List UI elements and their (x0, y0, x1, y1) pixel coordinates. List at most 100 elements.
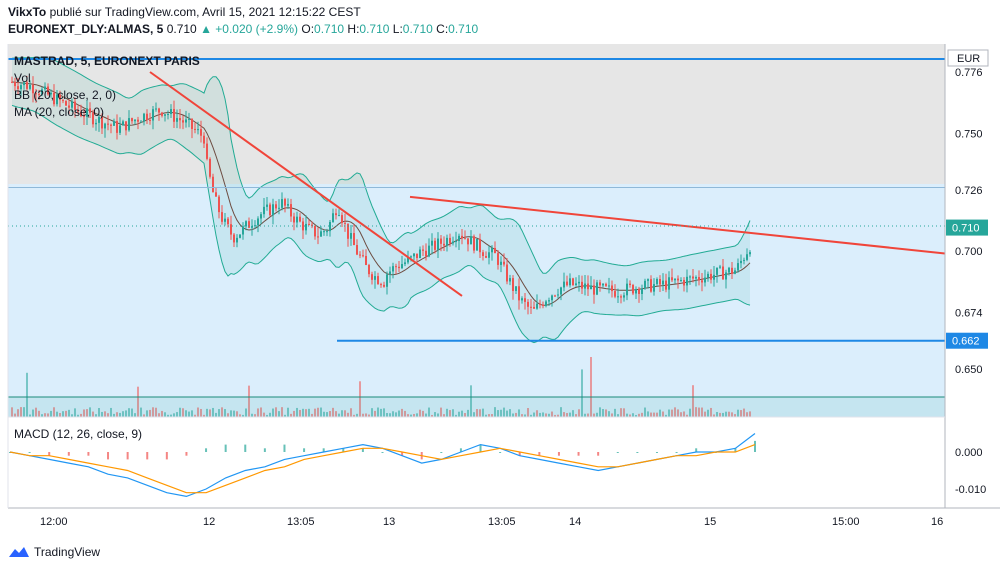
volume-bar (170, 414, 172, 417)
candle-body (578, 281, 580, 284)
candle-body (575, 283, 577, 285)
candle-body (356, 245, 358, 255)
volume-bar (617, 414, 619, 417)
macd-histogram-bar (185, 452, 188, 456)
candle-body (23, 82, 25, 86)
candle-body (503, 261, 505, 265)
volume-bar (359, 381, 361, 417)
candle-body (470, 236, 472, 245)
candle-body (419, 249, 421, 259)
open-value: 0.710 (314, 22, 345, 36)
candle-body (731, 267, 733, 274)
volume-bar (635, 414, 637, 417)
volume-bar (689, 408, 691, 417)
candle-body (404, 262, 406, 265)
volume-bar (614, 408, 616, 417)
price-axis[interactable]: 0.776 0.750 0.726 0.700 0.674 0.650 (955, 67, 983, 376)
candle-body (134, 119, 136, 122)
candle-body (623, 295, 625, 298)
candle-body (584, 283, 586, 289)
volume-bar (524, 414, 526, 417)
volume-bar (740, 410, 742, 417)
candle-body (335, 213, 337, 216)
candle-body (587, 283, 589, 290)
candle-body (251, 226, 253, 228)
volume-bar (506, 410, 508, 417)
volume-bar (458, 411, 460, 417)
candle-body (344, 222, 346, 224)
candle-body (98, 116, 100, 123)
candle-body (620, 296, 622, 298)
macd-histogram-bar (636, 452, 639, 453)
candle-body (365, 255, 367, 265)
volume-bar (659, 409, 661, 417)
volume-bar (629, 414, 631, 417)
volume-bar (449, 410, 451, 417)
volume-bar (338, 413, 340, 417)
candle-body (554, 295, 556, 297)
candle-body (530, 306, 532, 308)
macd-line (9, 433, 756, 498)
candle-body (446, 237, 448, 246)
candle-body (605, 283, 607, 286)
volume-bar (743, 408, 745, 417)
author-name[interactable]: VikxTo (8, 5, 47, 19)
macd-histogram-bar (107, 452, 110, 460)
candle-body (80, 111, 82, 117)
macd-histogram-bar (675, 452, 678, 453)
candle-body (308, 223, 310, 225)
volume-bar (641, 412, 643, 417)
macd-histogram-bar (165, 452, 168, 460)
price-pane[interactable] (8, 44, 946, 417)
candle-body (17, 86, 19, 90)
volume-bar (323, 411, 325, 417)
volume-bar (632, 413, 634, 417)
legend-ma[interactable]: MA (20, close, 0) (14, 105, 104, 119)
volume-bar (509, 409, 511, 417)
candle-body (320, 231, 322, 237)
volume-bar (224, 409, 226, 417)
volume-bar (365, 413, 367, 417)
volume-bar (233, 410, 235, 417)
volume-bar (281, 407, 283, 417)
macd-histogram-bar (597, 452, 600, 456)
volume-bar (383, 408, 385, 417)
time-tick-label: 12:00 (40, 516, 68, 528)
bb-lower (11, 104, 751, 344)
candle-body (56, 94, 58, 105)
currency-box[interactable] (947, 49, 989, 67)
volume-bar (248, 385, 250, 417)
candle-body (152, 109, 154, 121)
time-tick-label: 15 (704, 516, 716, 528)
candle-body (185, 119, 187, 123)
candle-body (536, 303, 538, 309)
candle-body (182, 120, 184, 123)
candle-body (233, 234, 235, 243)
candle-body (428, 245, 430, 257)
volume-bar (596, 412, 598, 417)
volume-bar (428, 407, 430, 417)
volume-bar (101, 411, 103, 417)
candle-body (257, 218, 259, 226)
macd-pane[interactable] (9, 433, 756, 498)
footer-brand[interactable]: TradingView (34, 545, 101, 559)
volume-bar (500, 409, 502, 417)
candle-body (50, 92, 52, 95)
volume-bar (35, 407, 37, 417)
legend-bb[interactable]: BB (20, close, 2, 0) (14, 88, 116, 102)
volume-bar (269, 412, 271, 417)
candle-body (743, 259, 745, 261)
legend-macd[interactable]: MACD (12, 26, close, 9) (14, 427, 142, 441)
volume-bar (443, 414, 445, 417)
volume-bar (518, 409, 520, 417)
candle-body (167, 114, 169, 116)
time-axis[interactable]: 12:00 12 13:05 13 13:05 14 15 15:00 16 (40, 516, 943, 528)
volume-bar (665, 414, 667, 417)
volume-bar (404, 410, 406, 417)
macd-histogram-bar (28, 452, 31, 453)
volume-bar (683, 411, 685, 417)
macd-histogram-bar (538, 452, 541, 456)
legend-vol[interactable]: Vol (14, 71, 31, 85)
candle-body (581, 281, 583, 289)
